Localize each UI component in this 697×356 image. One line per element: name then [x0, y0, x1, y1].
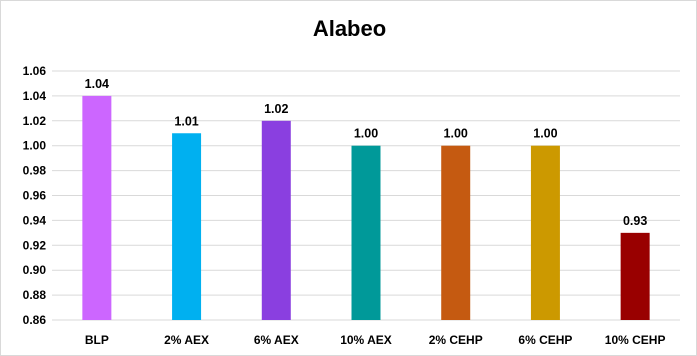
- y-tick-label: 1.04: [23, 89, 47, 103]
- y-tick-label: 0.98: [23, 164, 47, 178]
- chart-title: Alabeo: [312, 16, 387, 41]
- bar: [530, 145, 560, 320]
- data-label: 1.01: [174, 114, 198, 128]
- x-tick-label: 6% AEX: [254, 333, 299, 347]
- data-label: 1.00: [444, 127, 468, 141]
- y-tick-label: 1.06: [23, 64, 47, 78]
- data-labels: 1.04 1.01 1.02 1.00 1.00 1.00 0.93: [85, 77, 648, 228]
- bar: [82, 95, 112, 321]
- x-tick-label: 2% AEX: [164, 333, 209, 347]
- y-tick-label: 0.96: [23, 189, 47, 203]
- bars: [82, 95, 650, 321]
- data-label: 0.93: [623, 214, 647, 228]
- x-tick-label: 6% CEHP: [518, 333, 572, 347]
- bar: [441, 145, 471, 320]
- x-tick-label: 10% AEX: [340, 333, 392, 347]
- bar: [172, 133, 202, 320]
- data-label: 1.04: [85, 77, 109, 91]
- y-tick-label: 0.90: [23, 263, 47, 277]
- data-label: 1.02: [264, 102, 288, 116]
- data-label: 1.00: [533, 127, 557, 141]
- x-axis-tick-labels: BLP 2% AEX 6% AEX 10% AEX 2% CEHP 6% CEHP 10% …: [85, 333, 666, 347]
- x-tick-label: 2% CEHP: [429, 333, 483, 347]
- bar: [351, 145, 381, 320]
- x-tick-label: BLP: [85, 333, 109, 347]
- y-tick-label: 0.94: [23, 213, 47, 227]
- y-tick-label: 0.86: [23, 313, 47, 327]
- y-tick-label: 0.92: [23, 238, 47, 252]
- data-label: 1.00: [354, 127, 378, 141]
- bar: [620, 232, 650, 320]
- x-tick-label: 10% CEHP: [605, 333, 666, 347]
- y-tick-label: 1.00: [23, 139, 47, 153]
- y-axis-tick-labels: 0.86 0.88 0.90 0.92 0.94 0.96 0.98 1.00 1.02 1.04…: [23, 64, 47, 327]
- bar: [261, 120, 291, 320]
- y-tick-label: 1.02: [23, 114, 47, 128]
- y-tick-label: 0.88: [23, 288, 47, 302]
